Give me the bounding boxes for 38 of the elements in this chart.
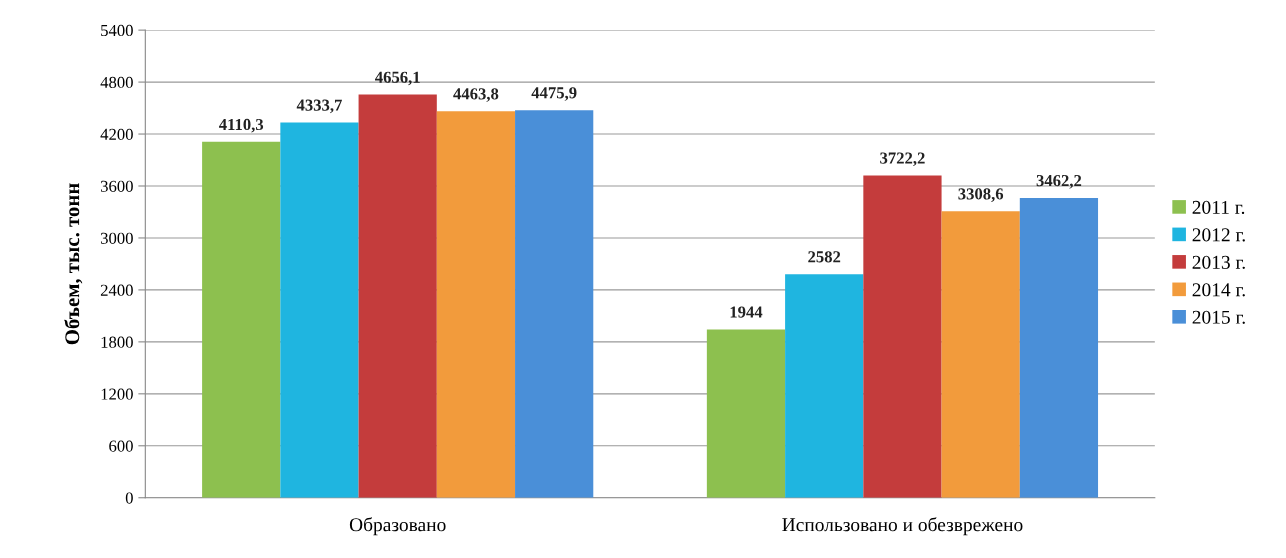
bar xyxy=(941,211,1020,498)
bar xyxy=(706,329,786,498)
y-tick-label: 0 xyxy=(125,492,133,504)
data-label: 3462,2 xyxy=(1036,175,1082,189)
y-tick-label: 3600 xyxy=(100,180,133,192)
bar xyxy=(785,274,864,498)
bar xyxy=(280,122,359,498)
y-tick-label: 2400 xyxy=(100,284,133,296)
data-label: 4110,3 xyxy=(218,118,264,133)
y-tick-label: 1800 xyxy=(101,336,133,348)
bar xyxy=(358,94,437,498)
x-tick-label: Использовано и обезврежено xyxy=(782,517,1023,536)
y-tick-label: 4200 xyxy=(100,128,133,140)
data-label: 4656,1 xyxy=(375,71,420,86)
legend-label: 2015 г. xyxy=(1192,310,1245,324)
bar xyxy=(202,141,281,498)
legend-label: 2013 г. xyxy=(1192,255,1245,269)
data-label: 4463,8 xyxy=(453,88,499,102)
bar xyxy=(863,175,942,498)
x-tick-label: Образовано xyxy=(349,517,446,536)
legend-label: 2012 г. xyxy=(1192,228,1245,242)
data-label: 1944 xyxy=(730,306,763,318)
y-tick-label: 5400 xyxy=(101,24,133,37)
y-tick-label: 3000 xyxy=(100,232,133,244)
y-axis-title: Объем, тыс. тонн xyxy=(64,183,83,345)
data-label: 3722,2 xyxy=(880,152,925,167)
data-label: 4475,9 xyxy=(531,87,577,101)
data-label: 2582 xyxy=(808,251,841,263)
legend-label: 2014 г. xyxy=(1192,283,1245,297)
data-label: 4333,7 xyxy=(296,99,342,114)
y-tick-label: 600 xyxy=(109,440,133,452)
y-tick-label: 1200 xyxy=(101,388,133,400)
legend-label: 2011 г. xyxy=(1192,200,1245,214)
bar xyxy=(1019,197,1099,498)
bar xyxy=(436,111,516,498)
bar xyxy=(515,110,594,498)
y-tick-label: 4800 xyxy=(100,76,133,89)
data-label: 3308,6 xyxy=(958,188,1004,202)
